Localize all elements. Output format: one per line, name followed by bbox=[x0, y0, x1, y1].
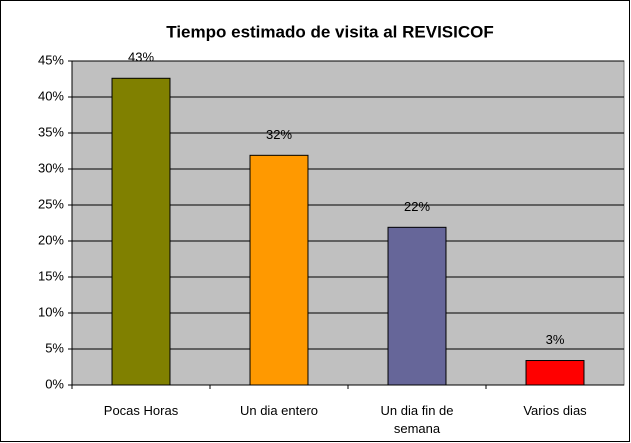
bar bbox=[387, 226, 447, 386]
bar bbox=[111, 77, 171, 386]
y-tick-label: 10% bbox=[38, 304, 64, 319]
y-tick-label: 20% bbox=[38, 232, 64, 247]
bar bbox=[249, 154, 309, 386]
value-label: 22% bbox=[404, 199, 430, 214]
bar bbox=[525, 360, 585, 386]
x-tick-label: Un dia entero bbox=[239, 403, 319, 418]
x-tick-label: Varios dias bbox=[523, 403, 587, 418]
y-tick-label: 25% bbox=[38, 196, 64, 211]
y-tick-label: 15% bbox=[38, 268, 64, 283]
x-tick-label: Pocas Horas bbox=[103, 403, 179, 418]
y-tick-label: 0% bbox=[45, 376, 64, 391]
y-tick-label: 5% bbox=[45, 340, 64, 355]
y-tick-label: 40% bbox=[38, 88, 64, 103]
chart-title: Tiempo estimado de visita al REVISICOF bbox=[166, 22, 494, 41]
y-tick-label: 35% bbox=[38, 124, 64, 139]
value-label: 43% bbox=[128, 50, 154, 65]
y-tick-label: 30% bbox=[38, 160, 64, 175]
value-label: 3% bbox=[546, 332, 565, 347]
y-tick-label: 45% bbox=[38, 52, 64, 67]
x-tick-label: Un dia fin de semana bbox=[380, 403, 454, 436]
value-label: 32% bbox=[266, 127, 292, 142]
